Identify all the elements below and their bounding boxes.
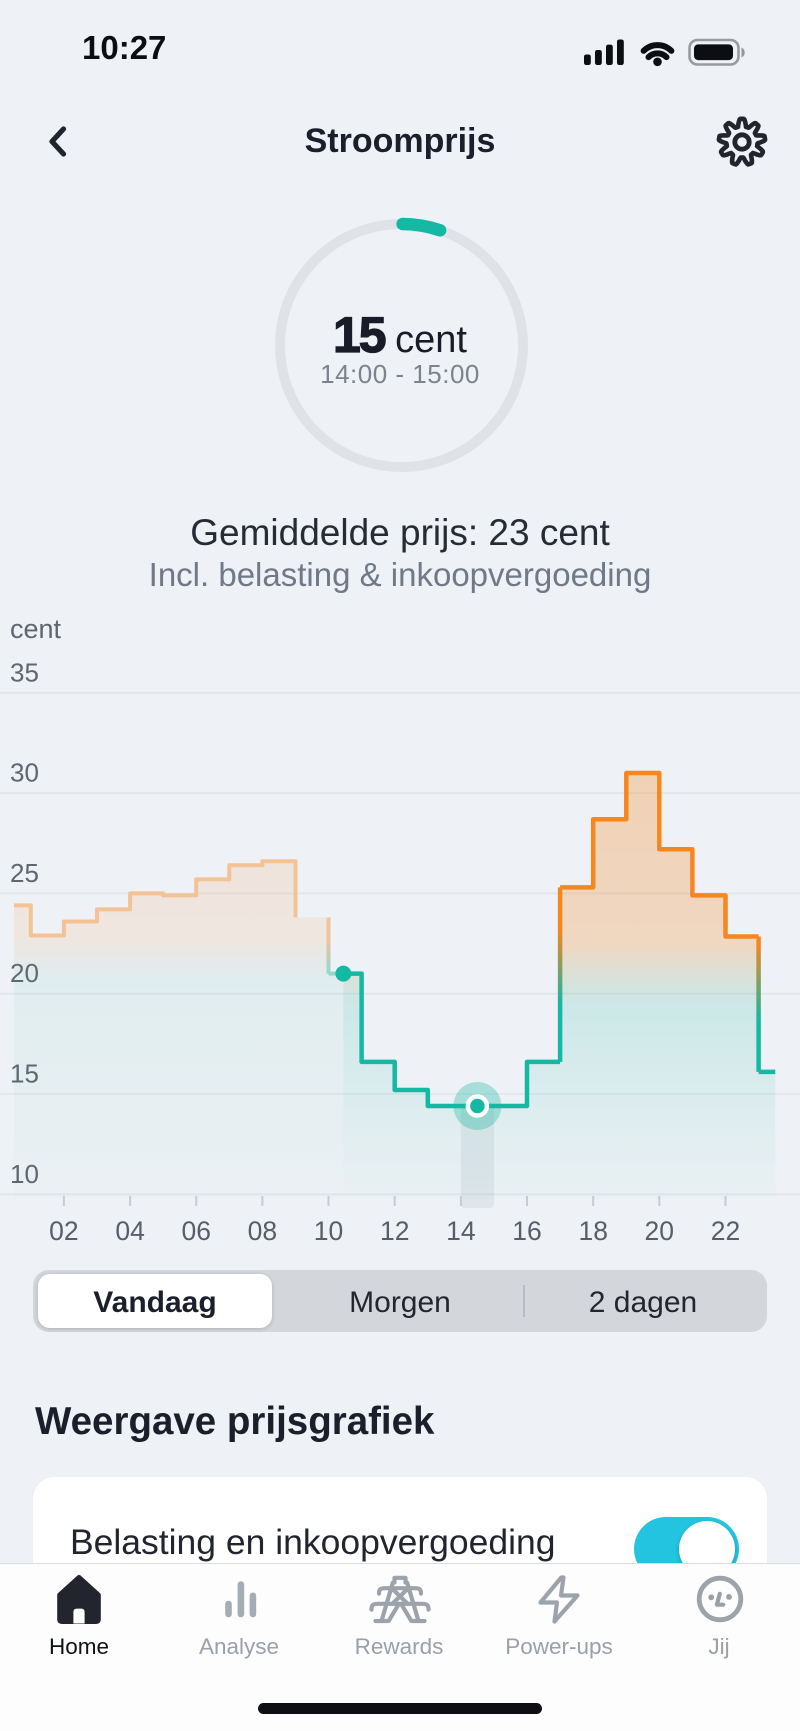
svg-text:12: 12 (380, 1216, 409, 1246)
svg-text:25: 25 (10, 858, 39, 888)
svg-text:35: 35 (10, 657, 39, 687)
svg-text:02: 02 (49, 1216, 78, 1246)
svg-text:16: 16 (512, 1216, 541, 1246)
svg-text:18: 18 (578, 1216, 607, 1246)
svg-text:06: 06 (181, 1216, 210, 1246)
svg-text:cent: cent (10, 614, 62, 644)
svg-text:04: 04 (115, 1216, 144, 1246)
svg-text:20: 20 (645, 1216, 674, 1246)
svg-text:14: 14 (446, 1216, 475, 1246)
svg-text:10: 10 (314, 1216, 343, 1246)
svg-text:08: 08 (248, 1216, 277, 1246)
svg-text:22: 22 (711, 1216, 740, 1246)
svg-text:30: 30 (10, 758, 39, 788)
